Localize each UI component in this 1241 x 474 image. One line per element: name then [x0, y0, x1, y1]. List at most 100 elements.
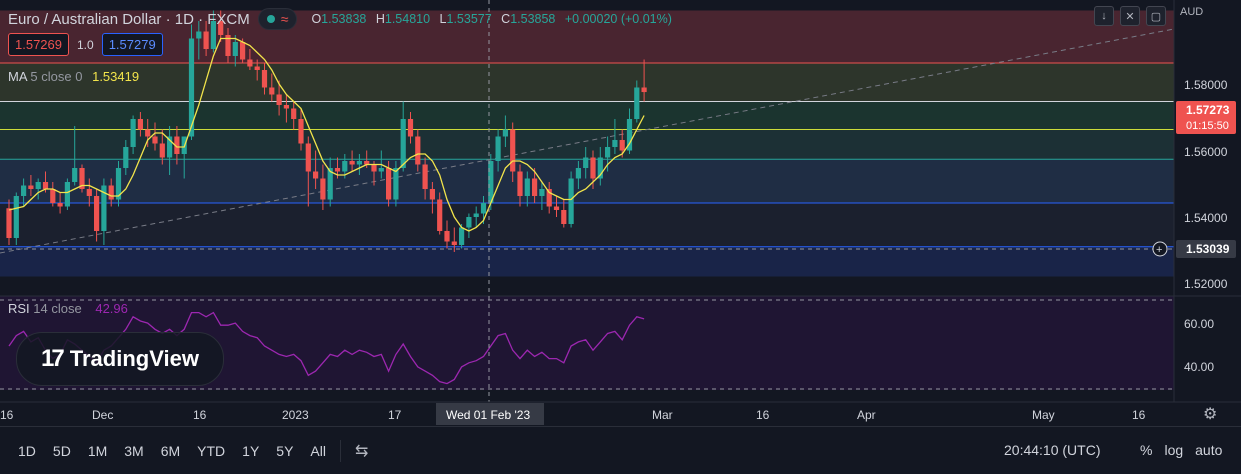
ma-value: 1.53419 — [92, 69, 140, 84]
fib-zone — [0, 10, 1174, 63]
candle-body — [575, 168, 581, 179]
down-arrow-icon[interactable]: ↓ — [1094, 6, 1114, 26]
range-1m[interactable]: 1M — [87, 442, 108, 459]
add-alert-icon[interactable] — [1152, 241, 1168, 257]
candle-body — [480, 203, 487, 214]
candle-body — [188, 38, 195, 137]
fib-zones — [0, 10, 1174, 277]
currency-label[interactable]: AUD — [1180, 6, 1204, 18]
candle-body — [371, 164, 377, 172]
fib-zone — [0, 246, 1174, 277]
candle-body — [269, 87, 275, 95]
ma-line — [8, 37, 645, 232]
rsi-params: 14 close — [33, 301, 82, 316]
plus-icon: + — [1156, 244, 1162, 256]
candle-body — [364, 161, 370, 165]
fib-zone — [0, 203, 1174, 247]
rsi-name: RSI — [8, 301, 30, 316]
candle-body — [502, 129, 508, 137]
auto-toggle[interactable]: auto — [1195, 442, 1223, 458]
candle-body — [108, 185, 114, 200]
ma-params: 5 close 0 — [30, 69, 83, 84]
candle-body — [327, 168, 333, 200]
rsi-legend[interactable]: RSI 14 close 42.96 — [8, 301, 128, 316]
trade-buttons: 1.57269 1.0 1.57279 — [8, 33, 163, 56]
range-3m[interactable]: 3M — [124, 442, 144, 459]
candle-body — [342, 161, 348, 172]
fib-zone — [0, 101, 1174, 130]
rsi-tick: 60.00 — [1184, 317, 1214, 331]
candle-body — [232, 42, 238, 56]
candle-body — [488, 161, 494, 203]
candle-body — [152, 136, 158, 144]
open-label: O — [311, 12, 322, 26]
close-label: C — [501, 12, 511, 26]
last-price: 1.57273 — [1186, 103, 1230, 117]
range-1y[interactable]: 1Y — [242, 442, 260, 459]
gear-icon[interactable]: ⚙ — [1203, 406, 1218, 423]
sell-button[interactable]: 1.57269 — [8, 33, 69, 56]
countdown: 01:15:50 — [1186, 120, 1229, 132]
candle-body — [320, 178, 326, 200]
candle-body — [174, 136, 180, 154]
log-toggle[interactable]: log — [1164, 442, 1184, 458]
tradingview-logo[interactable]: 17 TradingView — [16, 332, 224, 386]
candle-body — [437, 199, 443, 231]
time-axis[interactable]: 16 Dec 16 2023 17 Mar 16 Apr May 16 Wed … — [0, 403, 1146, 425]
fullscreen-icon[interactable]: ▢ — [1146, 6, 1166, 26]
candle-body — [553, 206, 560, 210]
candle-body — [123, 147, 129, 168]
range-buttons: 1D 5D 1M 3M 6M YTD 1Y 5Y All — [18, 443, 326, 459]
candle-body — [6, 208, 12, 238]
price-axis[interactable]: 1.58000 1.56000 1.54000 1.52000 1.57273 … — [1152, 78, 1236, 291]
utc-clock[interactable]: 20:44:10 (UTC) — [1004, 442, 1101, 458]
symbol-title[interactable]: Euro / Australian Dollar · 1D · FXCM — [8, 10, 250, 28]
trend-line[interactable] — [0, 28, 1175, 254]
range-1d[interactable]: 1D — [18, 442, 36, 459]
candle-body — [42, 182, 49, 189]
time-tick: 16 — [193, 408, 207, 422]
last-price-badge — [1176, 101, 1236, 134]
ma-legend[interactable]: MA 5 close 0 1.53419 — [8, 69, 139, 84]
calendar-icon[interactable]: ⇆ — [354, 442, 369, 460]
candle-body — [159, 143, 165, 158]
logo-text: TradingView — [69, 346, 199, 371]
candle-body — [94, 196, 100, 231]
range-ytd[interactable]: YTD — [197, 442, 226, 459]
collapse-icon[interactable]: ✕ — [1120, 6, 1140, 26]
percent-toggle[interactable]: % — [1140, 442, 1153, 458]
candle-body — [298, 119, 304, 144]
market-status-pill[interactable]: ≈ — [257, 8, 298, 30]
candle-body — [28, 185, 34, 189]
candle-body — [459, 227, 465, 245]
range-5d[interactable]: 5D — [52, 442, 71, 459]
candle-body — [429, 189, 435, 200]
buy-button[interactable]: 1.57279 — [101, 33, 163, 56]
candle-body — [400, 119, 406, 168]
candle-body — [21, 185, 27, 196]
range-5y[interactable]: 5Y — [276, 442, 294, 459]
time-tick: Dec — [92, 408, 113, 422]
candle-body — [79, 168, 85, 189]
candle-body — [305, 143, 311, 172]
close-value: 1.53858 — [510, 12, 556, 26]
time-tick: May — [1032, 408, 1055, 422]
high-value: 1.54810 — [384, 12, 431, 26]
candle-body — [473, 213, 479, 217]
time-tick: 16 — [756, 408, 770, 422]
candle-body — [210, 21, 216, 49]
time-tick: 2023 — [282, 408, 309, 422]
candle-body — [225, 35, 231, 56]
price-tick: 1.52000 — [1184, 277, 1228, 291]
tradingview-mark-icon: 17 — [41, 345, 65, 372]
range-6m[interactable]: 6M — [160, 442, 181, 459]
candle-body — [626, 119, 633, 151]
candle-body — [145, 129, 151, 137]
candle-body — [539, 189, 545, 196]
candle-body — [495, 136, 501, 161]
candle-body — [407, 119, 414, 137]
range-all[interactable]: All — [310, 442, 326, 459]
candle-body — [261, 70, 268, 88]
candle-body — [634, 87, 640, 119]
candle-body — [641, 87, 647, 93]
